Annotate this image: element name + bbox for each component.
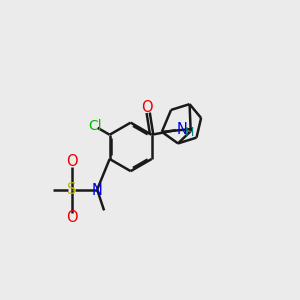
- Text: H: H: [185, 126, 194, 139]
- Text: N: N: [177, 122, 188, 137]
- Text: Cl: Cl: [88, 119, 102, 133]
- Text: S: S: [67, 182, 76, 197]
- Text: O: O: [141, 100, 153, 115]
- Text: N: N: [91, 183, 102, 198]
- Text: O: O: [66, 210, 78, 225]
- Text: O: O: [66, 154, 78, 169]
